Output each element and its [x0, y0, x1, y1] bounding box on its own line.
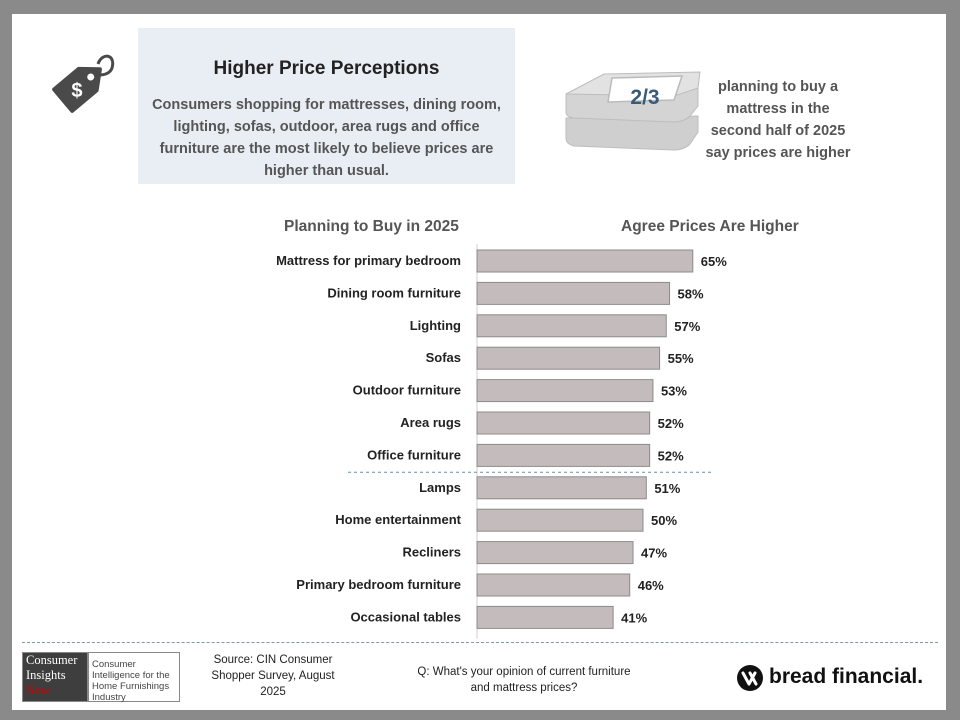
cin-logo-line: Insights [26, 668, 66, 682]
category-label: Mattress for primary bedroom [276, 253, 461, 268]
stat-number: 2/3 [630, 86, 660, 109]
bar [476, 281, 671, 305]
data-label: 58% [678, 286, 704, 301]
category-label: Home entertainment [335, 512, 461, 527]
data-label: 65% [701, 254, 727, 269]
category-label: Lamps [419, 480, 461, 495]
bar [476, 249, 694, 273]
cin-logo-tagline: Consumer Intelligence for the Home Furni… [88, 652, 180, 703]
category-label: Sofas [426, 350, 461, 365]
bar [476, 346, 661, 370]
slide: $ Higher Price Perceptions Consumers sho… [12, 14, 946, 710]
data-label: 57% [674, 319, 700, 334]
data-label: 52% [658, 416, 684, 431]
category-label: Outdoor furniture [353, 383, 461, 398]
category-label: Recliners [402, 545, 461, 560]
data-label: 53% [661, 384, 687, 399]
headline-body: Consumers shopping for mattresses, dinin… [152, 97, 501, 179]
survey-question: Q: What's your opinion of current furnit… [417, 666, 631, 694]
cin-logo: Consumer Insights Now Consumer Intellige… [22, 652, 180, 703]
cin-logo-tagline-text: Consumer Intelligence for the Home Furni… [92, 659, 170, 703]
bar [476, 508, 644, 532]
column-header-agree: Agree Prices Are Higher [621, 218, 799, 235]
data-label: 47% [641, 546, 667, 561]
bread-logo-icon [737, 665, 763, 691]
category-label: Occasional tables [350, 609, 461, 624]
bar-chart: Mattress for primary bedroom 65% Dining ro… [276, 244, 727, 639]
bread-logo-text: bread financial. [769, 665, 924, 688]
data-label: 51% [654, 481, 680, 496]
category-label: Primary bedroom furniture [296, 577, 461, 592]
bar [476, 573, 631, 597]
bar [476, 541, 634, 565]
stat-text: planning to buy a mattress in the second… [705, 79, 851, 161]
price-tag-icon: $ [52, 54, 115, 113]
headline-title: Higher Price Perceptions [213, 58, 440, 79]
footer-separator [22, 642, 938, 643]
svg-text:$: $ [71, 80, 82, 102]
bar [476, 411, 651, 435]
headline-box: Higher Price Perceptions Consumers shopp… [138, 28, 515, 184]
category-label: Office furniture [367, 447, 461, 462]
data-label: 50% [651, 513, 677, 528]
mattress-icon [565, 71, 701, 151]
category-label: Dining room furniture [327, 285, 461, 300]
bar [476, 443, 651, 467]
source-note: Source: CIN Consumer Shopper Survey, Aug… [211, 654, 335, 698]
column-header-planning: Planning to Buy in 2025 [284, 218, 459, 235]
bar [476, 605, 614, 629]
bar [476, 314, 667, 338]
data-label: 52% [658, 448, 684, 463]
data-label: 55% [668, 351, 694, 366]
cin-logo-mark: Consumer Insights Now [22, 652, 88, 702]
bar [476, 379, 654, 403]
cin-logo-line: Consumer [26, 653, 78, 667]
data-label: 46% [638, 578, 664, 593]
category-label: Area rugs [400, 415, 461, 430]
data-label: 41% [621, 610, 647, 625]
category-label: Lighting [410, 318, 461, 333]
bar [476, 476, 647, 500]
cin-logo-line: Now [26, 683, 51, 697]
bread-financial-logo: bread financial. [736, 664, 926, 694]
